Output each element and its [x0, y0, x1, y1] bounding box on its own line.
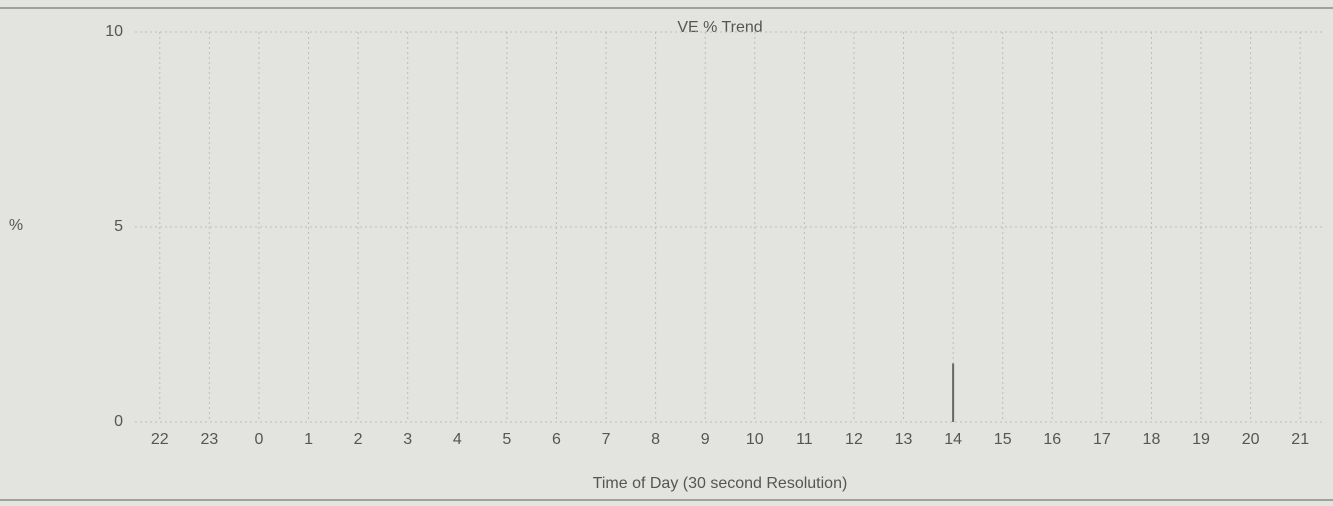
chart-title: VE % Trend — [677, 19, 762, 36]
x-tick-label: 14 — [944, 431, 962, 448]
y-tick-label: 0 — [114, 413, 123, 430]
x-tick-label: 0 — [255, 431, 264, 448]
x-tick-label: 15 — [994, 431, 1012, 448]
x-tick-label: 6 — [552, 431, 561, 448]
x-tick-label: 10 — [746, 431, 764, 448]
x-tick-label: 3 — [403, 431, 412, 448]
x-tick-label: 9 — [701, 431, 710, 448]
x-tick-label: 21 — [1291, 431, 1309, 448]
x-tick-label: 8 — [651, 431, 660, 448]
x-tick-label: 1 — [304, 431, 313, 448]
x-tick-label: 19 — [1192, 431, 1210, 448]
y-axis-title: % — [9, 217, 23, 234]
x-tick-label: 17 — [1093, 431, 1111, 448]
x-tick-label: 11 — [796, 431, 813, 448]
bar — [952, 363, 955, 422]
x-tick-label: 13 — [895, 431, 913, 448]
x-tick-label: 16 — [1043, 431, 1061, 448]
x-tick-label: 5 — [502, 431, 511, 448]
x-tick-label: 4 — [453, 431, 462, 448]
x-axis-title: Time of Day (30 second Resolution) — [593, 475, 848, 492]
x-tick-label: 2 — [354, 431, 363, 448]
x-tick-label: 20 — [1242, 431, 1260, 448]
y-tick-label: 5 — [114, 218, 123, 235]
x-tick-label: 23 — [200, 431, 218, 448]
x-tick-label: 22 — [151, 431, 169, 448]
y-tick-label: 10 — [105, 23, 123, 40]
x-tick-label: 18 — [1143, 431, 1161, 448]
x-tick-label: 7 — [602, 431, 611, 448]
x-tick-label: 12 — [845, 431, 863, 448]
